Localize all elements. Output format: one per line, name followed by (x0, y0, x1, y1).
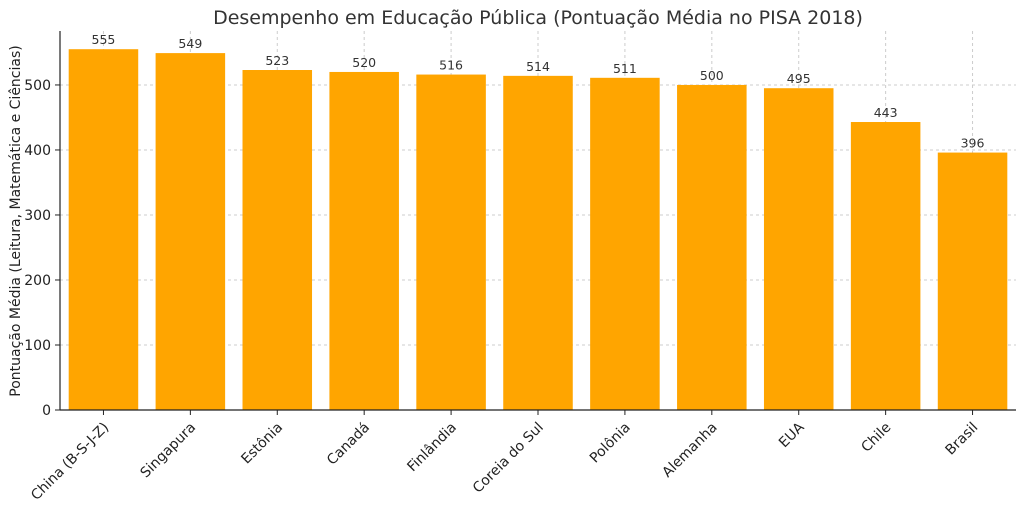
bar (155, 53, 226, 411)
x-tick-label: Polônia (587, 420, 634, 467)
bar-value-label: 443 (874, 105, 898, 120)
y-tick-label: 0 (42, 403, 51, 419)
bar-value-label: 500 (700, 68, 724, 83)
y-tick-label: 500 (24, 78, 51, 94)
value-labels: 555 549 523 520 516 514 511 500 495 443 396 (92, 32, 985, 150)
bar (329, 71, 399, 410)
y-tick-label: 200 (24, 273, 51, 289)
bar (68, 49, 139, 411)
bar-value-label: 495 (787, 71, 811, 86)
bar (763, 88, 834, 410)
bar-value-label: 514 (526, 59, 550, 74)
bar (677, 84, 747, 410)
bar-value-label: 520 (352, 55, 376, 70)
x-tick-label: Brasil (942, 420, 981, 459)
bar (937, 152, 1008, 410)
bar (242, 70, 313, 411)
bar (850, 122, 921, 410)
x-tick-label: Canadá (324, 420, 373, 469)
y-ticks: 0 100 200 300 400 500 (24, 78, 60, 419)
x-ticks: China (B-S-J-Z) Singapura Estônia Canadá Fin… (28, 410, 981, 504)
bar (590, 77, 660, 410)
bar (416, 74, 486, 410)
x-tick-label: Singapura (138, 420, 200, 482)
bar-value-label: 555 (92, 32, 116, 47)
bar-value-label: 511 (613, 61, 637, 76)
x-tick-label: Chile (858, 420, 894, 456)
bar-value-label: 523 (265, 53, 289, 68)
y-tick-label: 100 (24, 338, 51, 354)
x-tick-label: China (B-S-J-Z) (28, 420, 112, 504)
x-tick-label: Finlândia (404, 420, 460, 476)
bars (68, 49, 1008, 411)
bar-value-label: 516 (439, 58, 463, 73)
y-tick-label: 300 (24, 208, 51, 224)
bar-value-label: 396 (961, 136, 985, 151)
chart-title: Desempenho em Educação Pública (Pontuaçã… (213, 7, 863, 29)
x-tick-label: Coreia do Sul (470, 420, 547, 497)
y-tick-label: 400 (24, 143, 51, 159)
bar (503, 75, 573, 410)
bar-value-label: 549 (178, 36, 202, 51)
y-axis-label: Pontuação Média (Leitura, Matemática e C… (8, 45, 24, 396)
x-tick-label: Alemanha (659, 420, 720, 481)
x-tick-label: EUA (776, 419, 808, 451)
x-tick-label: Estônia (238, 420, 286, 468)
